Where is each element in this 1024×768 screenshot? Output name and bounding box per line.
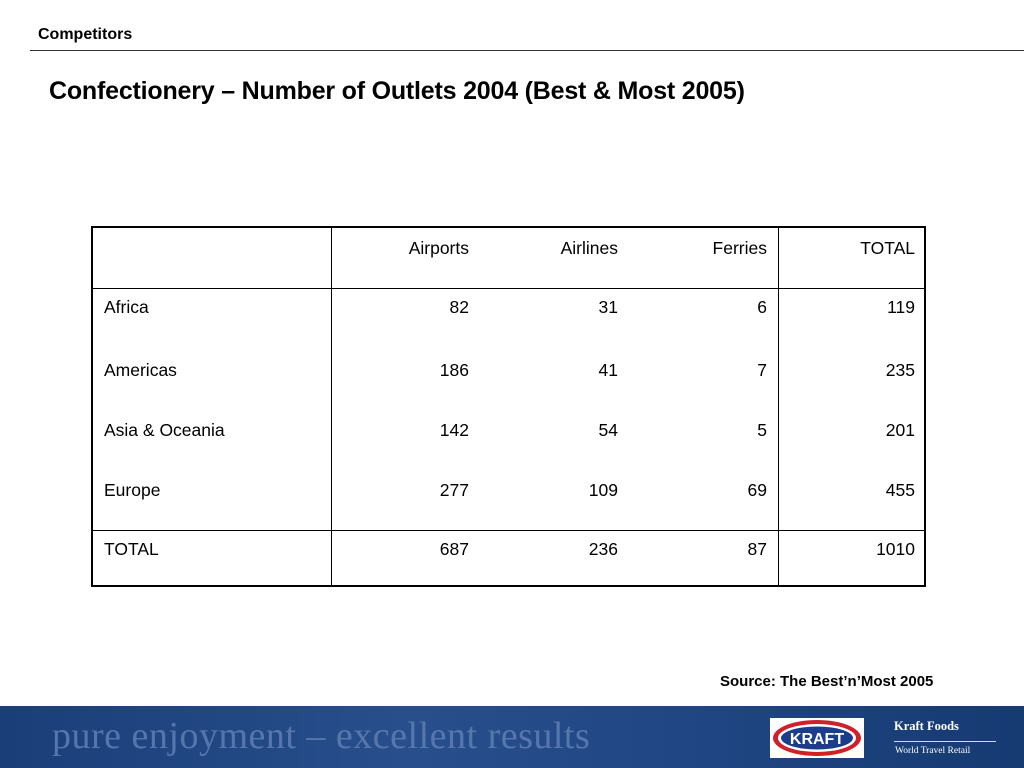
cell-ferries: 5 xyxy=(757,420,767,440)
header-row-divider xyxy=(93,288,924,289)
row-label: Africa xyxy=(104,297,149,317)
row-label: Americas xyxy=(104,360,177,380)
section-label: Competitors xyxy=(38,26,133,43)
header-divider xyxy=(30,50,1024,51)
column-divider xyxy=(331,228,332,585)
cell-total: 119 xyxy=(887,297,915,317)
column-header-ferries: Ferries xyxy=(712,238,767,258)
cell-ferries: 7 xyxy=(757,360,767,380)
total-airports: 687 xyxy=(439,539,469,559)
cell-airports: 82 xyxy=(449,297,469,317)
column-divider xyxy=(778,228,779,585)
logo-text: KRAFT xyxy=(790,731,844,748)
slogan: pure enjoyment – excellent results xyxy=(52,715,591,757)
cell-airports: 142 xyxy=(439,420,469,440)
total-row-label: TOTAL xyxy=(104,539,159,559)
outlets-table: Airports Airlines Ferries TOTAL Africa 8… xyxy=(91,226,926,587)
total-row-divider xyxy=(93,530,924,531)
total-ferries: 87 xyxy=(747,539,767,559)
total-airlines: 236 xyxy=(588,539,618,559)
cell-airlines: 41 xyxy=(598,360,618,380)
kraft-logo-icon: KRAFT xyxy=(770,718,864,758)
page-title: Confectionery – Number of Outlets 2004 (… xyxy=(49,77,745,105)
brand-divider xyxy=(894,741,996,742)
column-header-airports: Airports xyxy=(408,238,469,258)
cell-total: 235 xyxy=(885,360,915,380)
cell-airports: 186 xyxy=(439,360,469,380)
cell-total: 201 xyxy=(885,420,915,440)
column-header-total: TOTAL xyxy=(860,238,915,258)
cell-airlines: 109 xyxy=(588,480,618,500)
brand-name: Kraft Foods xyxy=(894,719,959,733)
footer-banner: pure enjoyment – excellent results KRAFT… xyxy=(0,706,1024,768)
row-label: Europe xyxy=(104,480,161,500)
source-note: Source: The Best’n’Most 2005 xyxy=(720,673,934,690)
brand-subtitle: World Travel Retail xyxy=(895,746,971,756)
cell-ferries: 69 xyxy=(747,480,767,500)
cell-airports: 277 xyxy=(439,480,469,500)
cell-total: 455 xyxy=(885,480,915,500)
grand-total: 1010 xyxy=(876,539,915,559)
cell-airlines: 54 xyxy=(598,420,618,440)
column-header-airlines: Airlines xyxy=(560,238,618,258)
row-label: Asia & Oceania xyxy=(104,420,225,440)
cell-ferries: 6 xyxy=(757,297,767,317)
cell-airlines: 31 xyxy=(598,297,618,317)
